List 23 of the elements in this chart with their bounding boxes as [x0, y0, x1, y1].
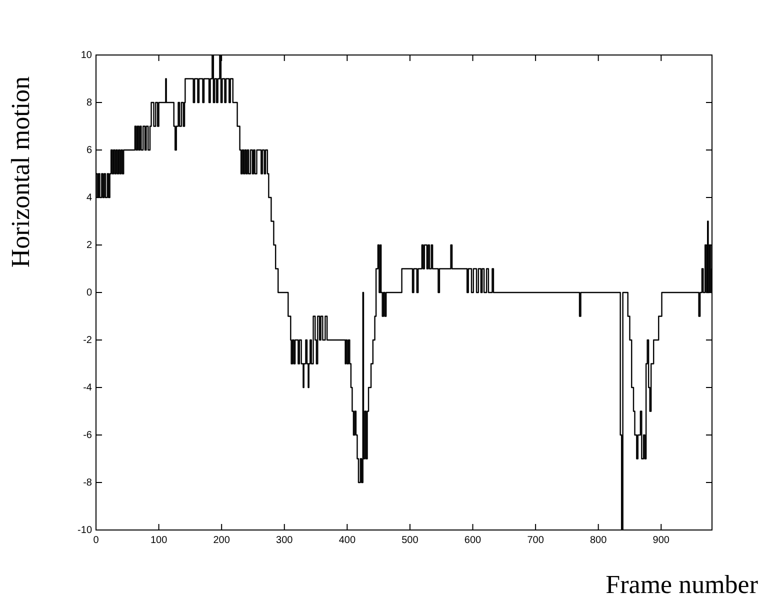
y-tick-label: 10: [80, 50, 92, 61]
y-tick-label: 4: [86, 192, 92, 204]
y-axis-title: Horizontal motion: [6, 76, 36, 268]
y-tick-label: 0: [86, 287, 92, 298]
y-tick-label: 2: [86, 240, 92, 251]
y-tick-label: 8: [86, 97, 92, 108]
y-tick-label: 6: [86, 144, 92, 156]
x-tick-label: 200: [213, 534, 230, 546]
x-tick-label: 700: [527, 534, 544, 546]
x-axis-title: Frame number: [606, 570, 758, 600]
y-tick-label: -6: [83, 430, 92, 441]
x-tick-label: 400: [338, 534, 356, 546]
x-tick-label: 800: [590, 534, 608, 546]
x-tick-label: 900: [652, 534, 670, 546]
y-tick-label: -10: [78, 524, 92, 536]
y-tick-label: -8: [83, 477, 92, 488]
x-tick-label: 0: [93, 534, 100, 546]
x-tick-label: 500: [402, 534, 419, 546]
y-tick-label: -2: [83, 334, 92, 346]
x-tick-label: 100: [150, 534, 168, 546]
x-tick-label: 300: [276, 534, 294, 546]
x-tick-label: 600: [464, 534, 482, 546]
y-tick-label: -4: [83, 382, 92, 394]
